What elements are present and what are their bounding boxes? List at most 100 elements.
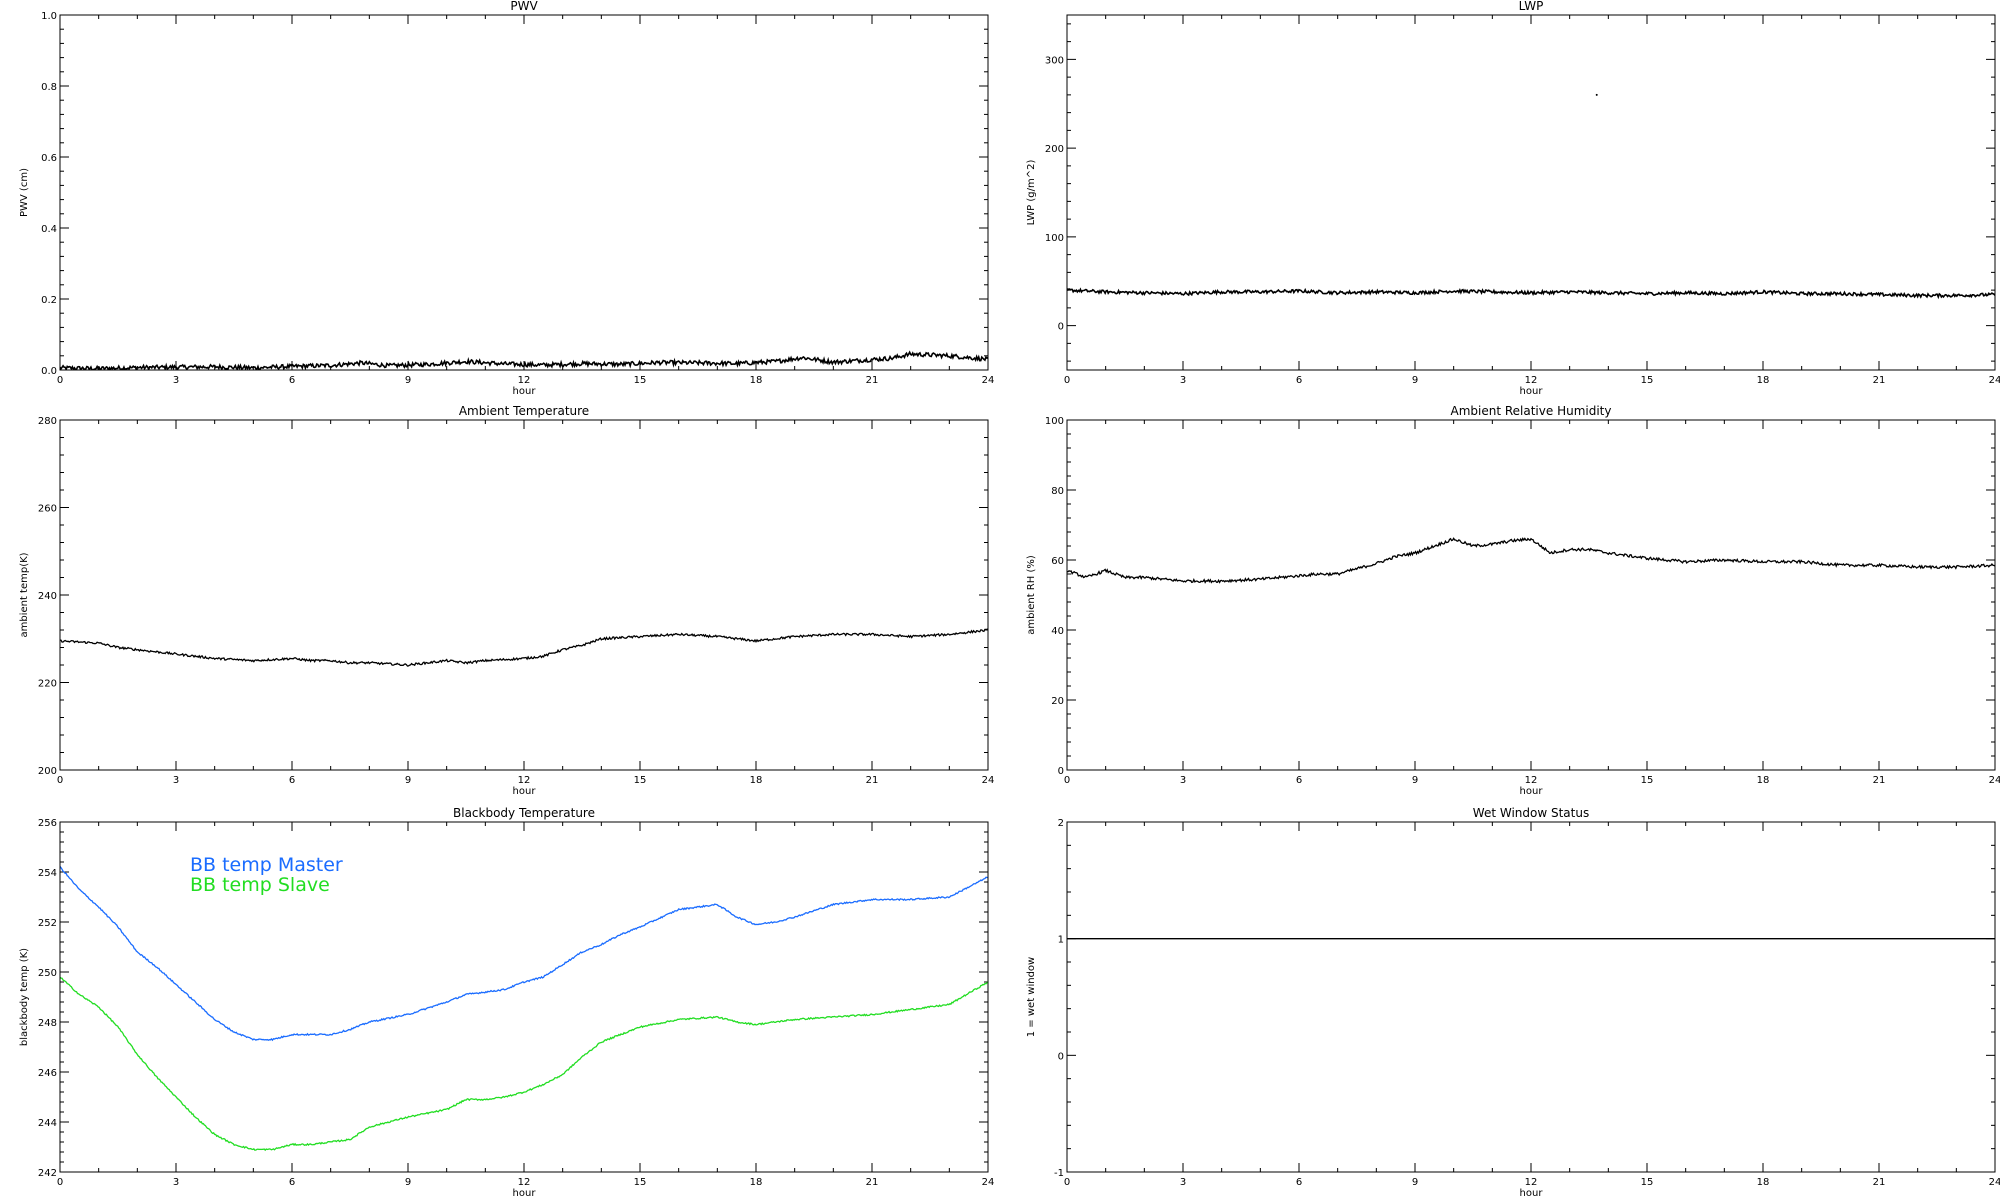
y-tick-label: 254 bbox=[38, 868, 57, 879]
plot-frame bbox=[1066, 821, 1996, 1173]
plot-area bbox=[60, 628, 988, 667]
x-tick-label: 18 bbox=[750, 775, 763, 786]
x-tick-label: 24 bbox=[982, 775, 995, 786]
plot-area bbox=[60, 866, 988, 1152]
y-axis-label: 1 = wet window bbox=[1026, 957, 1037, 1037]
x-tick-label: 0 bbox=[57, 375, 63, 386]
x-axis-label: hour bbox=[1520, 386, 1544, 397]
x-tick-label: 6 bbox=[1296, 375, 1302, 386]
x-tick-label: 15 bbox=[634, 375, 647, 386]
plot-frame bbox=[1066, 14, 1996, 371]
y-tick-label: 200 bbox=[38, 766, 57, 777]
y-tick-label: 220 bbox=[38, 679, 57, 690]
chart-title: Ambient Temperature bbox=[459, 404, 589, 418]
x-tick-label: 18 bbox=[1757, 1177, 1770, 1188]
plot-frame bbox=[59, 419, 989, 771]
x-tick-label: 6 bbox=[289, 1177, 295, 1188]
y-axis-label: PWV (cm) bbox=[19, 168, 30, 217]
series-line-pwv bbox=[60, 350, 988, 370]
x-tick-label: 3 bbox=[173, 1177, 179, 1188]
x-tick-label: 12 bbox=[1525, 1177, 1538, 1188]
x-tick-label: 0 bbox=[1064, 775, 1070, 786]
panel-ambient-temperature: Ambient Temperature 0 3 6 9 12 15 18 21 24 200 220 2… bbox=[19, 404, 994, 797]
y-tick-label: 100 bbox=[1045, 233, 1064, 244]
plot-area bbox=[1067, 537, 1995, 584]
x-tick-label: 15 bbox=[1641, 1177, 1654, 1188]
y-tick-label: -1 bbox=[1054, 1168, 1064, 1179]
y-tick-label: 280 bbox=[38, 416, 57, 427]
panel-blackbody-temperature: Blackbody Temperature 0 3 6 9 12 15 18 21 24 242 24… bbox=[19, 806, 994, 1199]
x-tick-label: 18 bbox=[1757, 375, 1770, 386]
y-tick-label: 0.2 bbox=[41, 295, 57, 306]
y-tick-label: 0 bbox=[1058, 1051, 1064, 1062]
y-tick-label: 1 bbox=[1058, 935, 1064, 946]
x-axis-label: hour bbox=[513, 1188, 537, 1199]
x-tick-label: 12 bbox=[1525, 775, 1538, 786]
plot-area bbox=[1067, 93, 1995, 300]
x-tick-label: 15 bbox=[1641, 775, 1654, 786]
x-tick-label: 24 bbox=[1989, 775, 2000, 786]
x-tick-label: 15 bbox=[1641, 375, 1654, 386]
outlier-point bbox=[1595, 93, 1598, 96]
x-tick-label: 21 bbox=[866, 1177, 879, 1188]
x-tick-label: 3 bbox=[173, 775, 179, 786]
x-tick-label: 12 bbox=[518, 775, 531, 786]
x-axis-label: hour bbox=[513, 786, 537, 797]
y-tick-label: 20 bbox=[1051, 696, 1064, 707]
y-tick-label: 300 bbox=[1045, 55, 1064, 66]
x-axis-label: hour bbox=[1520, 786, 1544, 797]
series-line-ambient-temperature bbox=[60, 628, 988, 667]
y-tick-label: 100 bbox=[1045, 416, 1064, 427]
y-tick-label: 0 bbox=[1058, 766, 1064, 777]
y-tick-label: 0.8 bbox=[41, 82, 57, 93]
y-tick-label: 250 bbox=[38, 968, 57, 979]
x-tick-label: 3 bbox=[1180, 375, 1186, 386]
y-tick-label: 240 bbox=[38, 591, 57, 602]
chart-title: Wet Window Status bbox=[1473, 806, 1589, 820]
chart-title: Blackbody Temperature bbox=[453, 806, 595, 820]
x-tick-label: 0 bbox=[57, 775, 63, 786]
legend-entry: BB temp Slave bbox=[190, 874, 330, 896]
x-tick-label: 9 bbox=[1412, 775, 1418, 786]
x-tick-label: 12 bbox=[518, 375, 531, 386]
x-tick-label: 21 bbox=[866, 375, 879, 386]
y-tick-label: 244 bbox=[38, 1118, 57, 1129]
x-tick-label: 0 bbox=[1064, 375, 1070, 386]
x-axis-label: hour bbox=[513, 386, 537, 397]
y-tick-label: 242 bbox=[38, 1168, 57, 1179]
series-line-lwp bbox=[1067, 287, 1995, 300]
x-tick-label: 6 bbox=[289, 375, 295, 386]
plot-frame bbox=[59, 821, 989, 1173]
y-tick-label: 0.4 bbox=[41, 224, 57, 235]
x-tick-label: 21 bbox=[1873, 375, 1886, 386]
y-tick-label: 2 bbox=[1058, 818, 1064, 829]
x-tick-label: 9 bbox=[405, 1177, 411, 1188]
plot-frame bbox=[59, 14, 989, 371]
x-tick-label: 21 bbox=[1873, 775, 1886, 786]
x-tick-label: 21 bbox=[866, 775, 879, 786]
y-axis-label: LWP (g/m^2) bbox=[1026, 160, 1037, 226]
chart-title: LWP bbox=[1519, 0, 1544, 13]
y-tick-label: 0.0 bbox=[41, 366, 57, 377]
x-tick-label: 6 bbox=[1296, 1177, 1302, 1188]
plot-area bbox=[1067, 938, 1995, 940]
x-tick-label: 18 bbox=[1757, 775, 1770, 786]
y-tick-label: 1.0 bbox=[41, 11, 57, 22]
x-axis-label: hour bbox=[1520, 1188, 1544, 1199]
x-tick-label: 6 bbox=[1296, 775, 1302, 786]
x-tick-label: 9 bbox=[405, 375, 411, 386]
y-axis-label: ambient temp(K) bbox=[19, 552, 30, 637]
legend-entry: BB temp Master bbox=[190, 854, 343, 876]
y-tick-label: 248 bbox=[38, 1018, 57, 1029]
x-tick-label: 6 bbox=[289, 775, 295, 786]
x-tick-label: 24 bbox=[982, 375, 995, 386]
x-tick-label: 18 bbox=[750, 1177, 763, 1188]
y-tick-label: 80 bbox=[1051, 486, 1064, 497]
x-tick-label: 12 bbox=[1525, 375, 1538, 386]
chart-title: Ambient Relative Humidity bbox=[1451, 404, 1612, 418]
x-tick-label: 0 bbox=[1064, 1177, 1070, 1188]
series-line-ambient-relative-humidity bbox=[1067, 537, 1995, 584]
panel-lwp: LWP 0 3 6 9 12 15 18 21 24 0 100 200 300 hour LWP (g/m^… bbox=[1026, 0, 2000, 397]
